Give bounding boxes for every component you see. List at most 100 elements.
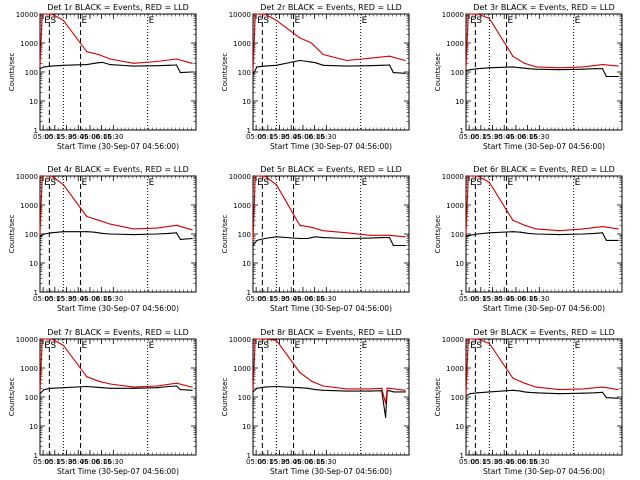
data-point-lld <box>467 175 469 177</box>
chart-title: Det 7r BLACK = Events, RED = LLD <box>47 328 189 337</box>
x-axis-label: Start Time (30-Sep-07 04:56:00) <box>270 467 392 476</box>
data-point-lld <box>97 380 100 382</box>
region-marker-label: E <box>575 16 581 26</box>
data-point-lld <box>369 388 371 390</box>
data-point-lld <box>62 344 64 347</box>
data-point-lld <box>62 184 64 186</box>
data-point-lld <box>39 65 41 67</box>
x-tick-label: 06:30 <box>529 458 549 466</box>
data-point-lld <box>322 385 324 387</box>
x-tick-label: 05:15 <box>471 295 491 303</box>
data-point-events <box>275 236 277 238</box>
data-point-lld <box>62 19 64 22</box>
data-point-events <box>94 62 96 64</box>
region-marker-label: E <box>470 341 476 351</box>
data-point-events <box>520 231 522 233</box>
data-point-lld <box>369 234 371 236</box>
data-point-events <box>256 239 258 242</box>
series-line-events <box>39 385 193 395</box>
data-point-events <box>252 244 254 247</box>
data-point-lld <box>601 63 604 66</box>
x-tick-label: 06:15 <box>305 295 325 303</box>
x-axis-label: Start Time (30-Sep-07 04:56:00) <box>57 304 179 313</box>
x-tick-label: 05:15 <box>258 133 278 141</box>
region-marker-label: E <box>44 16 50 26</box>
x-tick-label: 05:45 <box>68 295 88 303</box>
region-marker-label: S <box>263 178 269 188</box>
data-point-events <box>314 236 316 238</box>
x-tick-label: 06:00 <box>80 458 100 466</box>
y-tick-label: 10000 <box>16 11 38 19</box>
y-tick-label: 100 <box>25 231 38 239</box>
data-point-events <box>168 385 170 388</box>
y-tick-label: 10 <box>29 423 38 431</box>
data-point-events <box>346 237 348 240</box>
data-point-lld <box>388 387 391 389</box>
y-axis-label: Counts/sec <box>8 215 16 254</box>
x-tick-label: 06:30 <box>316 458 336 466</box>
region-marker-label: E <box>362 16 368 26</box>
data-point-events <box>369 237 371 239</box>
x-tick-label: 05:00 <box>33 295 53 303</box>
data-point-events <box>156 233 158 235</box>
data-point-lld <box>523 62 526 64</box>
x-tick-label: 05:45 <box>494 133 514 141</box>
x-tick-label: 05:45 <box>494 458 514 466</box>
data-point-lld <box>39 391 41 393</box>
region-marker-label: E <box>470 178 476 188</box>
data-point-lld <box>51 13 53 15</box>
region-marker-label: S <box>263 16 269 26</box>
y-tick-label: 1 <box>34 289 38 297</box>
data-point-events <box>299 387 301 389</box>
data-point-events <box>109 387 111 389</box>
x-tick-label: 06:00 <box>293 458 313 466</box>
y-tick-label: 1 <box>460 452 464 460</box>
data-point-events <box>617 75 619 78</box>
data-point-events <box>469 69 471 71</box>
data-point-events <box>346 390 348 392</box>
y-tick-label: 1000 <box>233 40 251 48</box>
data-point-events <box>527 68 530 70</box>
x-tick-label: 05:15 <box>471 458 491 466</box>
data-point-lld <box>381 387 383 389</box>
data-point-lld <box>535 228 537 230</box>
data-point-events <box>156 65 158 67</box>
data-point-lld <box>488 181 490 184</box>
x-tick-label: 06:15 <box>92 133 112 141</box>
data-point-lld <box>252 70 254 72</box>
x-tick-label: 05:45 <box>494 295 514 303</box>
y-tick-label: 1 <box>247 127 251 135</box>
region-marker-label: E <box>82 178 88 188</box>
data-point-lld <box>264 13 266 15</box>
data-point-events <box>594 232 596 234</box>
region-marker-label: S <box>476 16 482 26</box>
data-point-lld <box>346 388 348 390</box>
x-axis-label: Start Time (30-Sep-07 04:56:00) <box>57 142 179 151</box>
chart-panel-7: Det 7r BLACK = Events, RED = LLD 1 10 100 10… <box>8 328 197 476</box>
series-line-lld <box>252 338 406 404</box>
data-point-events <box>179 238 181 241</box>
x-axis-label: Start Time (30-Sep-07 04:56:00) <box>483 467 605 476</box>
data-point-lld <box>512 219 514 221</box>
y-axis-label: Counts/sec <box>221 378 229 417</box>
y-tick-label: 10000 <box>442 336 464 344</box>
y-tick-label: 1 <box>247 452 251 460</box>
data-point-events <box>465 236 467 238</box>
region-marker-label: S <box>50 178 56 188</box>
region-marker-label: S <box>50 341 56 351</box>
chart-title: Det 6r BLACK = Events, RED = LLD <box>473 165 615 174</box>
data-point-events <box>310 61 313 63</box>
region-marker-label: E <box>82 16 88 26</box>
data-point-events <box>527 391 530 393</box>
x-tick-label: 06:30 <box>529 295 549 303</box>
data-point-events <box>86 231 88 233</box>
data-point-events <box>469 234 471 236</box>
series-line-lld <box>465 338 619 394</box>
data-point-events <box>617 239 619 242</box>
region-marker-label: S <box>476 178 482 188</box>
data-point-events <box>39 236 41 238</box>
data-point-lld <box>252 239 254 242</box>
x-tick-label: 06:30 <box>103 295 123 303</box>
data-point-events <box>62 64 64 66</box>
y-tick-label: 100 <box>451 69 464 77</box>
